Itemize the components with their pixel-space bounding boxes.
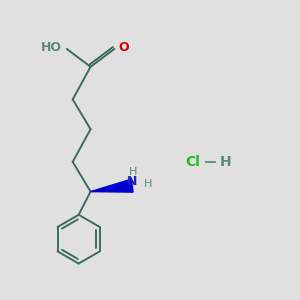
Text: Cl: Cl bbox=[186, 155, 200, 169]
Text: O: O bbox=[118, 41, 128, 54]
Text: HO: HO bbox=[41, 41, 62, 54]
Text: H: H bbox=[143, 179, 152, 189]
Text: H: H bbox=[129, 167, 137, 177]
Polygon shape bbox=[91, 179, 133, 192]
Text: H: H bbox=[220, 155, 232, 169]
Text: N: N bbox=[127, 175, 137, 188]
